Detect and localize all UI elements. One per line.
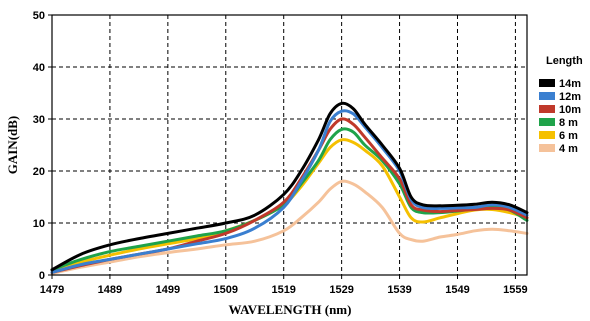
y-tick-label: 50 [33,10,45,22]
x-tick-label: 1509 [214,284,238,296]
x-tick-label: 1549 [445,284,469,296]
x-tick-label: 1499 [156,284,180,296]
legend-label: 8 m [559,117,578,129]
x-tick-label: 1519 [271,284,295,296]
legend-swatch [539,92,555,100]
y-tick-label: 30 [33,114,45,126]
y-tick-labels: 0 10 20 30 40 50 [33,10,52,282]
legend-swatch [539,118,555,126]
legend-swatch [539,144,555,152]
x-tick-label: 1489 [98,284,122,296]
y-tick-label: 40 [33,62,45,74]
x-tick-labels: 1479 1489 1499 1509 1519 1529 1539 1549 1559 [40,275,528,296]
x-axis-title: WAVELENGTH (nm) [229,302,352,317]
legend-title: Length [546,55,583,67]
series-line-12m [50,109,529,274]
series-line-4m [50,179,529,275]
legend-label: 14m [559,78,581,90]
series-layer [50,101,529,275]
series-line-14m [50,101,529,272]
plot-frame [51,14,528,276]
y-tick-label: 20 [33,166,45,178]
legend-swatch [539,79,555,87]
x-tick-label: 1539 [387,284,411,296]
x-tick-label: 1559 [503,284,527,296]
legend-label: 12m [559,91,581,103]
y-axis-title: GAIN(dB) [5,116,20,175]
x-tick-label: 1529 [329,284,353,296]
y-tick-label: 10 [33,218,45,230]
x-tick-label: 1479 [40,284,64,296]
legend-swatch [539,131,555,139]
grid-layer [52,15,527,275]
legend-swatch [539,105,555,113]
y-tick-label: 0 [39,270,45,282]
series-line-6m [50,138,529,272]
legend-label: 6 m [559,130,578,142]
legend-label: 10m [559,104,581,116]
legend-label: 4 m [559,143,578,155]
